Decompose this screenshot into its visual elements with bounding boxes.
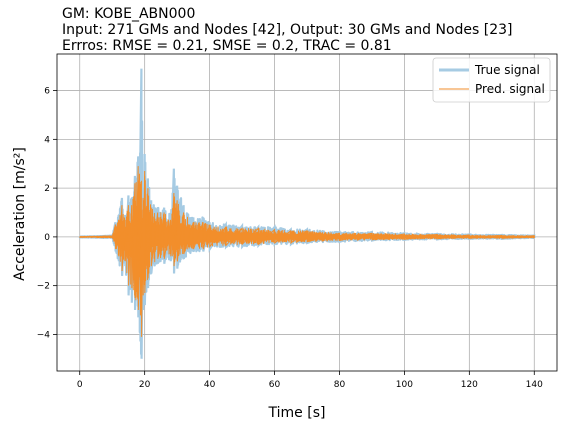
chart-subtitle-inputs: Input: 271 GMs and Nodes [42], Output: 3…: [62, 22, 513, 38]
series-pred-signal: [79, 166, 535, 337]
y-tick-label: −2: [37, 282, 50, 292]
plot-frame: [56, 53, 558, 372]
y-tick-label: −4: [37, 330, 51, 340]
x-tick-label: 100: [396, 380, 413, 390]
x-axis-ticks: 0 20 40 60 80 100 120 140: [77, 371, 543, 390]
chart-title: GM: KOBE_ABN000: [62, 6, 196, 22]
x-tick-label: 40: [204, 380, 216, 390]
x-tick-label: 80: [334, 380, 346, 390]
y-tick-label: 2: [44, 184, 50, 194]
y-tick-label: 4: [44, 135, 50, 145]
x-tick-label: 140: [526, 380, 543, 390]
y-axis-label: Acceleration [m/s²]: [12, 147, 28, 281]
x-tick-label: 120: [461, 380, 478, 390]
y-axis-ticks: −4 −2 0 2 4 6: [37, 87, 57, 340]
pred-signal-peaks: [79, 166, 535, 337]
legend-pred-label: Pred. signal: [475, 82, 545, 96]
chart-subtitle-errors: Errros: RMSE = 0.21, SMSE = 0.2, TRAC = …: [62, 38, 392, 54]
x-tick-label: 20: [139, 380, 151, 390]
x-axis-label: Time [s]: [268, 405, 326, 421]
x-tick-label: 0: [77, 380, 83, 390]
legend: True signal Pred. signal: [432, 57, 551, 103]
y-tick-label: 0: [44, 233, 50, 243]
y-tick-label: 6: [44, 87, 50, 97]
x-tick-label: 60: [269, 380, 281, 390]
legend-true-label: True signal: [474, 63, 540, 77]
